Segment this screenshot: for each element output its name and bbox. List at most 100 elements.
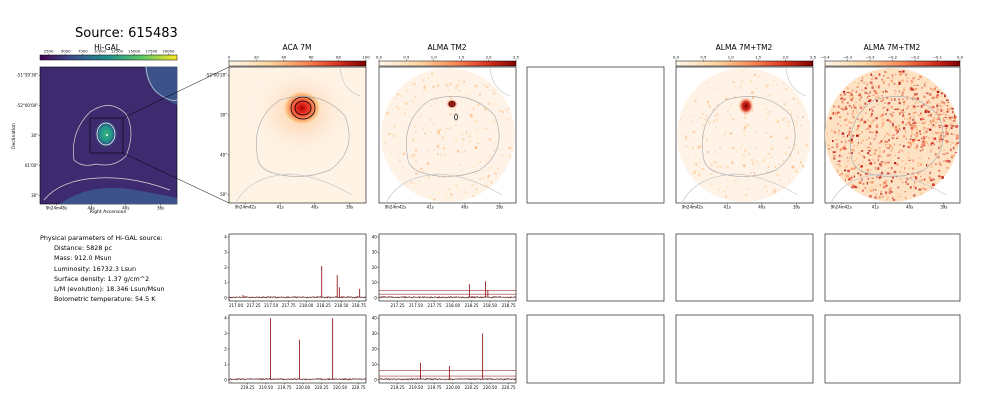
speckle-pixel bbox=[853, 106, 856, 109]
speckle-pixel bbox=[931, 148, 933, 151]
speckle-pixel bbox=[845, 140, 847, 144]
speckle-pixel bbox=[936, 94, 939, 97]
speckle-pixel bbox=[873, 138, 876, 140]
almatm2-colorbar-ticks: 0.0 0.5 1.0 1.5 2.0 2.5 bbox=[376, 55, 520, 61]
speckle-pixel bbox=[867, 100, 871, 102]
speckle-pixel bbox=[864, 87, 867, 90]
speckle-pixel bbox=[931, 131, 933, 134]
spectrum-almatm2-low-y-tick-label: 40 bbox=[372, 234, 378, 239]
speckle-pixel bbox=[875, 117, 878, 120]
speckle-pixel bbox=[922, 104, 925, 106]
speckle-pixel bbox=[437, 191, 440, 193]
speckle-pixel bbox=[438, 133, 440, 135]
speckle-pixel bbox=[850, 93, 853, 96]
speckle-pixel bbox=[921, 149, 924, 151]
speckle-pixel bbox=[743, 132, 746, 135]
higal-y-tick-label: -51°59'30" bbox=[16, 73, 38, 78]
speckle-pixel bbox=[944, 159, 947, 163]
speckle-pixel bbox=[843, 93, 847, 96]
speckle-pixel bbox=[792, 97, 796, 100]
speckle-pixel bbox=[877, 104, 879, 106]
almatm2-colorbar-tick-label: 2.5 bbox=[513, 55, 520, 60]
speckle-pixel bbox=[899, 113, 901, 115]
spectrum-almatm2-high-y-tick-label: 20 bbox=[372, 346, 378, 351]
aca7m-x-ticks: 9h24m42s 41s 40s 39s bbox=[235, 203, 353, 210]
speckle-pixel bbox=[955, 125, 958, 128]
speckle-pixel bbox=[491, 181, 493, 184]
speckle-pixel bbox=[788, 146, 790, 149]
speckle-pixel bbox=[933, 143, 935, 146]
speckle-pixel bbox=[855, 130, 857, 132]
speckle-pixel bbox=[482, 84, 485, 87]
speckle-pixel bbox=[700, 107, 702, 110]
speckle-pixel bbox=[878, 73, 881, 76]
speckle-pixel bbox=[921, 162, 923, 165]
speckle-pixel bbox=[896, 132, 898, 134]
speckle-pixel bbox=[866, 131, 869, 133]
higal-contour-upper bbox=[145, 66, 178, 101]
almatm2-x-tick-label: 9h24m42s bbox=[385, 205, 406, 210]
speckle-pixel bbox=[881, 78, 884, 81]
speckle-pixel bbox=[907, 118, 909, 120]
speckle-pixel bbox=[870, 186, 873, 188]
speckle-pixel bbox=[869, 131, 871, 133]
speckle-pixel bbox=[888, 167, 891, 169]
speckle-pixel bbox=[951, 125, 955, 127]
speckle-pixel bbox=[791, 165, 795, 169]
speckle-pixel bbox=[874, 96, 877, 99]
speckle-pixel bbox=[893, 170, 897, 174]
speckle-pixel bbox=[889, 172, 892, 174]
speckle-pixel bbox=[789, 177, 791, 180]
almatm2-x-ticks: 9h24m42s 41s 40s 39s bbox=[385, 203, 503, 210]
speckle-pixel bbox=[766, 171, 768, 173]
speckle-pixel bbox=[944, 124, 948, 127]
speckle-pixel bbox=[856, 118, 859, 120]
speckle-pixel bbox=[950, 116, 953, 119]
speckle-pixel bbox=[833, 105, 835, 108]
speckle-pixel bbox=[484, 107, 487, 111]
aca7m-y-tick-label: 50" bbox=[220, 192, 227, 197]
alma7mtm2-colorbar-tick-label: 0.5 bbox=[700, 55, 707, 60]
higal-y-ticks: -51°59'30"-52°00'00"30"01'00"30" bbox=[16, 73, 40, 198]
speckle-pixel bbox=[888, 133, 891, 135]
aca7m-y-tick-label: 40" bbox=[220, 152, 227, 157]
speckle-pixel bbox=[875, 130, 878, 134]
speckle-pixel bbox=[476, 121, 478, 125]
speckle-pixel bbox=[753, 70, 756, 72]
speckle-pixel bbox=[910, 159, 912, 161]
higal-source-glow bbox=[94, 119, 118, 149]
speckle-pixel bbox=[937, 175, 941, 178]
speckle-pixel bbox=[944, 117, 947, 118]
speckle-pixel bbox=[686, 106, 689, 109]
speckle-pixel bbox=[912, 138, 915, 142]
speckle-pixel bbox=[440, 154, 442, 156]
speckle-pixel bbox=[865, 139, 868, 141]
speckle-pixel bbox=[860, 174, 862, 177]
speckle-pixel bbox=[846, 91, 849, 93]
speckle-pixel bbox=[883, 107, 886, 109]
speckle-pixel bbox=[909, 116, 912, 120]
speckle-pixel bbox=[902, 134, 906, 137]
speckle-pixel bbox=[952, 120, 955, 122]
speckle-pixel bbox=[879, 156, 882, 158]
speckle-pixel bbox=[918, 180, 921, 183]
speckle-pixel bbox=[493, 149, 496, 152]
speckle-pixel bbox=[907, 173, 909, 175]
spectrum-almatm2-low-x-tick-label: 218.25 bbox=[465, 303, 479, 308]
speckle-pixel bbox=[432, 147, 436, 149]
speckle-pixel bbox=[934, 137, 937, 140]
speckle-pixel bbox=[913, 96, 916, 99]
speckle-pixel bbox=[422, 102, 425, 105]
speckle-pixel bbox=[926, 108, 929, 110]
speckle-pixel bbox=[735, 150, 739, 153]
speckle-pixel bbox=[923, 178, 927, 181]
speckle-pixel bbox=[932, 183, 935, 186]
spectrum-aca7m-high-x-tick-label: 220.25 bbox=[315, 385, 329, 390]
speckle-pixel bbox=[471, 106, 474, 109]
speckle-pixel bbox=[443, 147, 446, 150]
speckle-pixel bbox=[876, 176, 879, 179]
alma7mtm2-grey-contour-3 bbox=[785, 67, 807, 97]
speckle-pixel bbox=[454, 124, 457, 127]
speckle-pixel bbox=[868, 150, 871, 152]
speckle-pixel bbox=[458, 90, 461, 92]
